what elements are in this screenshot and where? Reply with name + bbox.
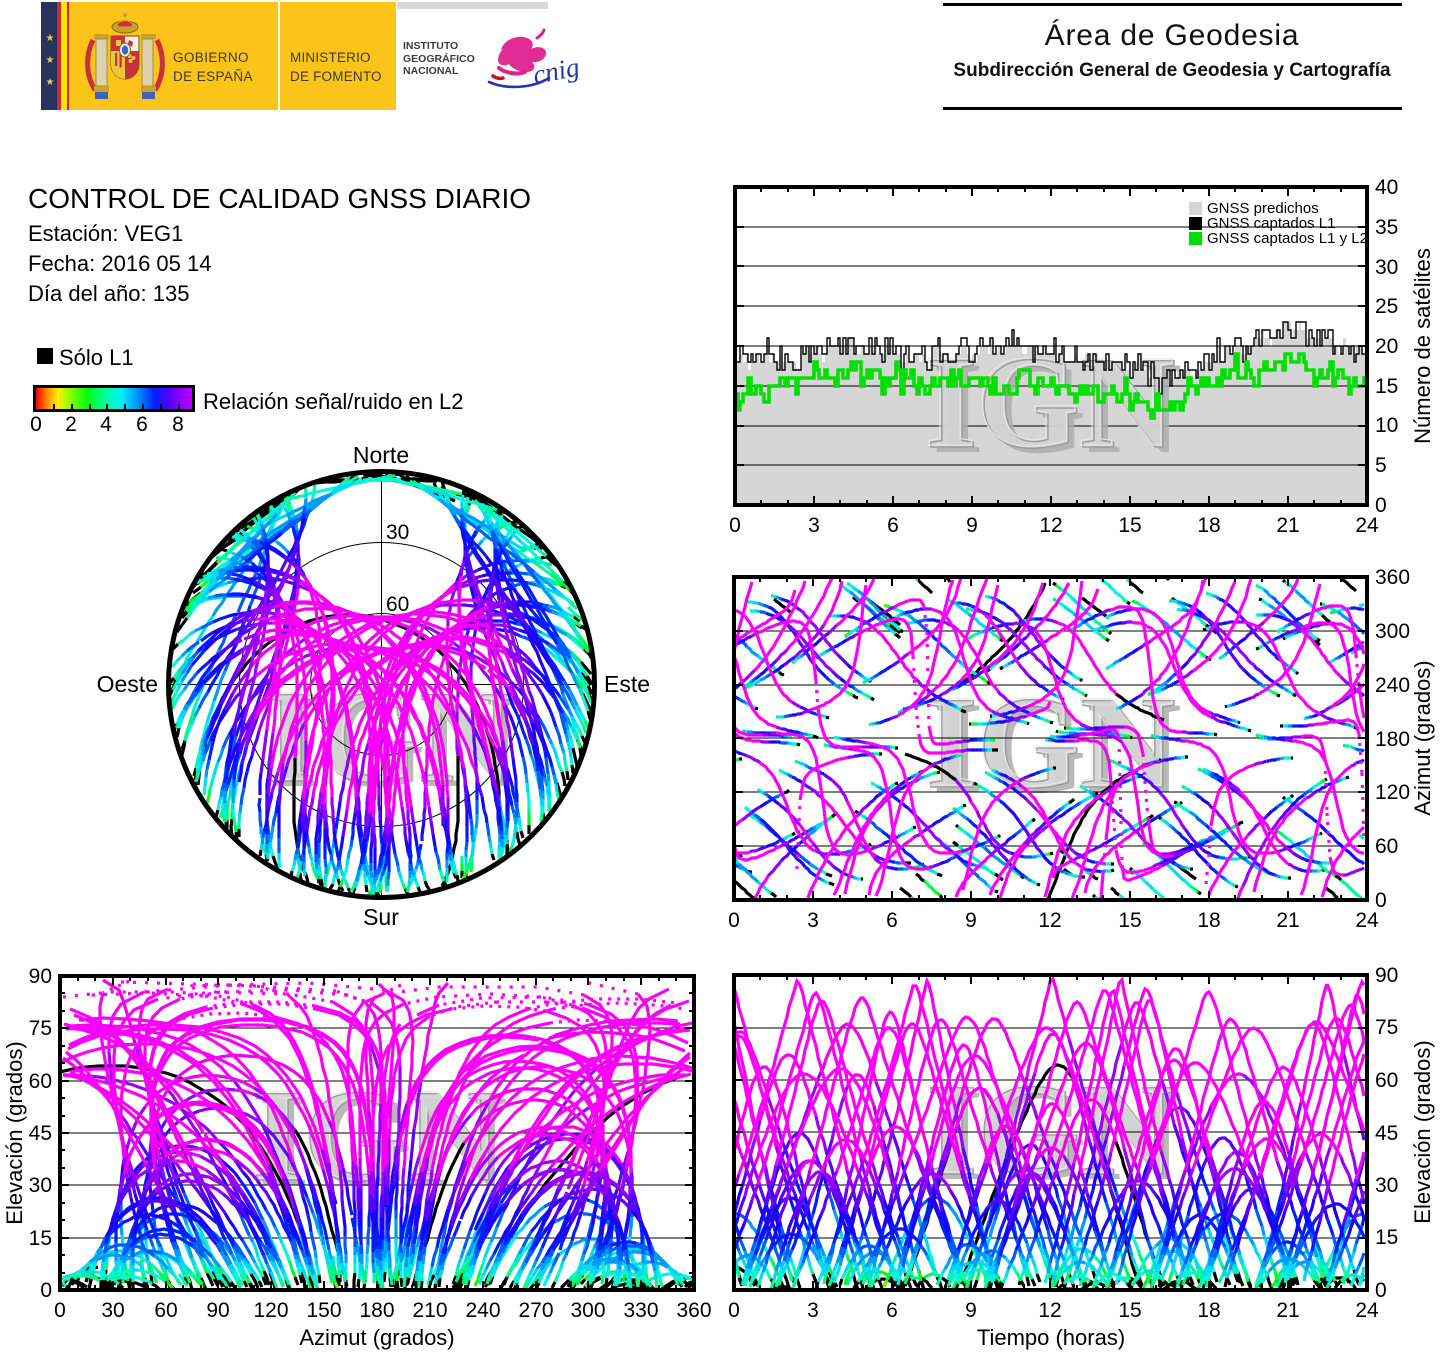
- svg-text:240: 240: [465, 1299, 500, 1322]
- svg-text:Azimut (grados): Azimut (grados): [1410, 660, 1435, 815]
- svg-text:90: 90: [29, 965, 52, 988]
- svg-text:6: 6: [887, 514, 899, 537]
- svg-text:210: 210: [412, 1299, 447, 1322]
- svg-text:90: 90: [1375, 964, 1398, 987]
- svg-text:180: 180: [359, 1299, 394, 1322]
- svg-text:6: 6: [886, 1299, 898, 1322]
- svg-text:330: 330: [623, 1299, 658, 1322]
- svg-text:GNSS predichos: GNSS predichos: [1207, 200, 1319, 217]
- svg-text:45: 45: [29, 1122, 52, 1145]
- svg-text:15: 15: [29, 1227, 52, 1250]
- svg-text:18: 18: [1197, 1299, 1220, 1322]
- svg-text:Tiempo (horas): Tiempo (horas): [977, 1325, 1125, 1350]
- svg-text:12: 12: [1038, 909, 1061, 932]
- svg-text:GNSS captados L1: GNSS captados L1: [1207, 215, 1335, 232]
- svg-text:60: 60: [154, 1299, 177, 1322]
- svg-text:Elevación (grados): Elevación (grados): [2, 1041, 27, 1224]
- svg-text:21: 21: [1276, 909, 1299, 932]
- svg-text:9: 9: [966, 514, 978, 537]
- svg-text:40: 40: [1375, 176, 1398, 199]
- svg-text:18: 18: [1197, 514, 1220, 537]
- svg-text:24: 24: [1355, 909, 1379, 932]
- svg-text:18: 18: [1197, 909, 1220, 932]
- svg-text:60: 60: [386, 593, 409, 616]
- svg-text:30: 30: [29, 1174, 52, 1197]
- svg-text:10: 10: [1375, 414, 1398, 437]
- svg-text:35: 35: [1375, 216, 1398, 239]
- svg-text:0: 0: [54, 1299, 66, 1322]
- svg-text:15: 15: [1375, 375, 1398, 398]
- svg-text:120: 120: [1375, 781, 1410, 804]
- svg-text:60: 60: [29, 1070, 52, 1093]
- svg-text:GNSS captados L1 y L2: GNSS captados L1 y L2: [1207, 230, 1368, 247]
- svg-text:0: 0: [1375, 1279, 1387, 1302]
- svg-text:25: 25: [1375, 295, 1398, 318]
- svg-text:9: 9: [965, 909, 977, 932]
- svg-text:0: 0: [1375, 889, 1387, 912]
- svg-text:15: 15: [1118, 909, 1141, 932]
- svg-text:Número de satélites: Número de satélites: [1410, 248, 1435, 444]
- svg-text:6: 6: [886, 909, 898, 932]
- svg-text:360: 360: [1375, 566, 1410, 589]
- svg-text:0: 0: [729, 514, 741, 537]
- svg-text:IGN: IGN: [932, 334, 1181, 481]
- svg-text:30: 30: [1375, 256, 1398, 279]
- svg-text:12: 12: [1039, 514, 1062, 537]
- svg-text:60: 60: [1375, 1069, 1398, 1092]
- svg-text:15: 15: [1375, 1226, 1398, 1249]
- svg-text:60: 60: [1375, 835, 1398, 858]
- svg-text:30: 30: [101, 1299, 124, 1322]
- svg-text:21: 21: [1276, 514, 1299, 537]
- svg-text:Azimut (grados): Azimut (grados): [299, 1325, 454, 1350]
- svg-text:0: 0: [728, 1299, 740, 1322]
- svg-text:24: 24: [1355, 1299, 1379, 1322]
- svg-text:Norte: Norte: [353, 442, 409, 468]
- svg-text:120: 120: [253, 1299, 288, 1322]
- svg-text:9: 9: [965, 1299, 977, 1322]
- svg-text:45: 45: [1375, 1122, 1398, 1145]
- svg-text:0: 0: [728, 909, 740, 932]
- svg-text:Sur: Sur: [363, 904, 399, 930]
- svg-text:150: 150: [306, 1299, 341, 1322]
- svg-text:3: 3: [807, 909, 819, 932]
- svg-text:Oeste: Oeste: [97, 671, 158, 697]
- svg-text:Elevación (grados): Elevación (grados): [1410, 1040, 1435, 1223]
- svg-text:30: 30: [386, 521, 409, 544]
- svg-text:270: 270: [518, 1299, 553, 1322]
- svg-text:90: 90: [206, 1299, 229, 1322]
- svg-text:360: 360: [676, 1299, 711, 1322]
- svg-text:24: 24: [1355, 514, 1379, 537]
- svg-text:12: 12: [1038, 1299, 1061, 1322]
- svg-text:0: 0: [40, 1279, 52, 1302]
- svg-text:240: 240: [1375, 674, 1410, 697]
- svg-text:20: 20: [1375, 335, 1398, 358]
- svg-text:0: 0: [1375, 494, 1387, 517]
- svg-text:300: 300: [1375, 620, 1410, 643]
- svg-text:180: 180: [1375, 728, 1410, 751]
- svg-text:300: 300: [570, 1299, 605, 1322]
- svg-text:Este: Este: [604, 671, 650, 697]
- svg-text:21: 21: [1276, 1299, 1299, 1322]
- svg-text:75: 75: [29, 1017, 52, 1040]
- svg-text:3: 3: [807, 1299, 819, 1322]
- svg-text:75: 75: [1375, 1016, 1398, 1039]
- svg-text:15: 15: [1118, 514, 1141, 537]
- svg-text:3: 3: [808, 514, 820, 537]
- svg-text:5: 5: [1375, 454, 1387, 477]
- svg-text:30: 30: [1375, 1174, 1398, 1197]
- svg-text:15: 15: [1118, 1299, 1141, 1322]
